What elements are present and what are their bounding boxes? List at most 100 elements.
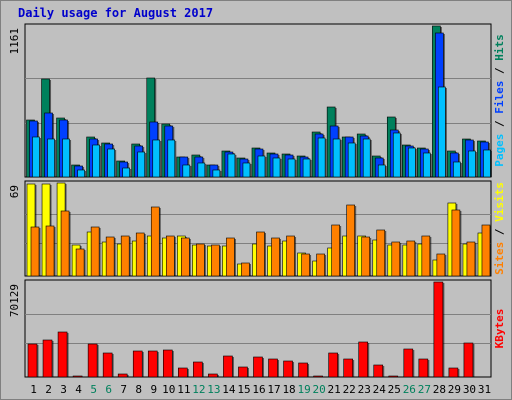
sites-bar	[135, 232, 145, 277]
x-tick-label: 12	[192, 383, 205, 396]
pages-bar	[287, 158, 296, 178]
x-tick-label: 23	[358, 383, 371, 396]
sites-bar	[481, 224, 491, 277]
kbytes-bar	[403, 348, 414, 378]
x-tick-label: 24	[373, 383, 387, 396]
sites-bar	[466, 241, 476, 277]
legend-item: KBytes	[493, 309, 506, 349]
x-tick-label: 19	[297, 383, 310, 396]
legend-item: Pages	[493, 134, 506, 167]
kbytes-bar	[433, 281, 444, 378]
sites-bar	[60, 210, 70, 277]
sites-bar	[120, 235, 130, 277]
pages-bar	[212, 169, 221, 178]
sites-bar	[196, 243, 205, 277]
kbytes-bar	[147, 350, 158, 378]
pages-bar	[408, 147, 416, 178]
x-tick-label: 18	[282, 383, 295, 396]
kbytes-bar	[102, 352, 113, 378]
pages-bar	[317, 137, 326, 178]
sites-bar	[90, 226, 100, 277]
kbytes-bar	[27, 343, 38, 378]
legend-middle: Sites / Visits	[493, 182, 506, 275]
x-tick-label: 5	[90, 383, 97, 396]
x-tick-label: 15	[237, 383, 250, 396]
kbytes-bar	[208, 373, 218, 378]
x-tick-label: 31	[478, 383, 491, 396]
x-tick-label: 3	[60, 383, 67, 396]
pages-bar	[362, 138, 371, 178]
kbytes-bar	[57, 331, 68, 378]
sites-bar	[286, 235, 295, 277]
x-tick-label: 28	[433, 383, 446, 396]
x-tick-label: 16	[252, 383, 265, 396]
x-tick-label: 11	[177, 383, 190, 396]
sites-bar	[226, 237, 235, 277]
kbytes-bar	[162, 349, 173, 378]
y-max-label: 69	[8, 185, 21, 198]
kbytes-bar	[268, 358, 278, 378]
pages-bar	[468, 150, 476, 178]
sites-bar	[421, 235, 431, 277]
kbytes-bar	[448, 367, 459, 378]
legend-item: Visits	[493, 182, 506, 222]
legend-item: Sites	[493, 242, 506, 275]
pages-bar	[62, 138, 70, 178]
x-tick-label: 22	[343, 383, 356, 396]
sites-bar	[150, 206, 160, 277]
pages-bar	[92, 144, 100, 178]
pages-bar	[423, 152, 431, 178]
x-tick-label: 4	[75, 383, 82, 396]
x-tick-label: 2	[45, 383, 52, 396]
legend-item: Hits	[493, 34, 506, 61]
kbytes-bar	[373, 364, 384, 378]
kbytes-bar	[178, 367, 188, 378]
x-tick-label: 26	[403, 383, 416, 396]
x-tick-label: 7	[120, 383, 127, 396]
y-max-label: 70129	[8, 284, 21, 317]
kbytes-bar	[283, 360, 293, 378]
pages-bar	[107, 148, 115, 178]
sites-bar	[331, 224, 340, 277]
kbytes-bar	[42, 339, 53, 378]
sites-bar	[451, 209, 461, 277]
kbytes-bar	[223, 355, 233, 378]
x-tick-label: 30	[463, 383, 476, 396]
sites-bar	[105, 236, 115, 277]
kbytes-bar	[132, 350, 143, 378]
pages-bar	[453, 161, 461, 178]
kbytes-bar	[463, 342, 474, 378]
pages-bar	[137, 151, 146, 178]
sites-bar	[241, 262, 250, 277]
sites-bar	[346, 204, 355, 277]
sites-bar	[75, 248, 85, 277]
kbytes-bar	[343, 358, 353, 378]
x-tick-label: 29	[448, 383, 461, 396]
x-tick-label: 14	[222, 383, 236, 396]
x-tick-label: 13	[207, 383, 220, 396]
pages-bar	[377, 164, 386, 178]
pages-bar	[77, 169, 85, 178]
sites-bar	[45, 225, 55, 277]
pages-bar	[438, 86, 446, 178]
kbytes-bar	[388, 375, 399, 378]
x-tick-label: 6	[105, 383, 112, 396]
kbytes-bar	[117, 373, 128, 378]
sites-bar	[316, 253, 325, 277]
sites-bar	[301, 253, 310, 277]
pages-bar	[332, 138, 341, 178]
sites-bar	[165, 235, 175, 277]
pages-bar	[197, 162, 206, 178]
kbytes-bar	[418, 358, 429, 378]
pages-bar	[242, 162, 251, 178]
legend-item: Files	[493, 81, 506, 114]
pages-bar	[32, 136, 40, 178]
chart-title: Daily usage for August 2017	[18, 6, 214, 20]
kbytes-bar	[298, 362, 308, 378]
kbytes-bar	[328, 352, 338, 378]
sites-bar	[181, 237, 190, 277]
pages-bar	[483, 149, 491, 178]
legend-bottom: KBytes	[493, 309, 506, 349]
x-tick-label: 17	[267, 383, 280, 396]
